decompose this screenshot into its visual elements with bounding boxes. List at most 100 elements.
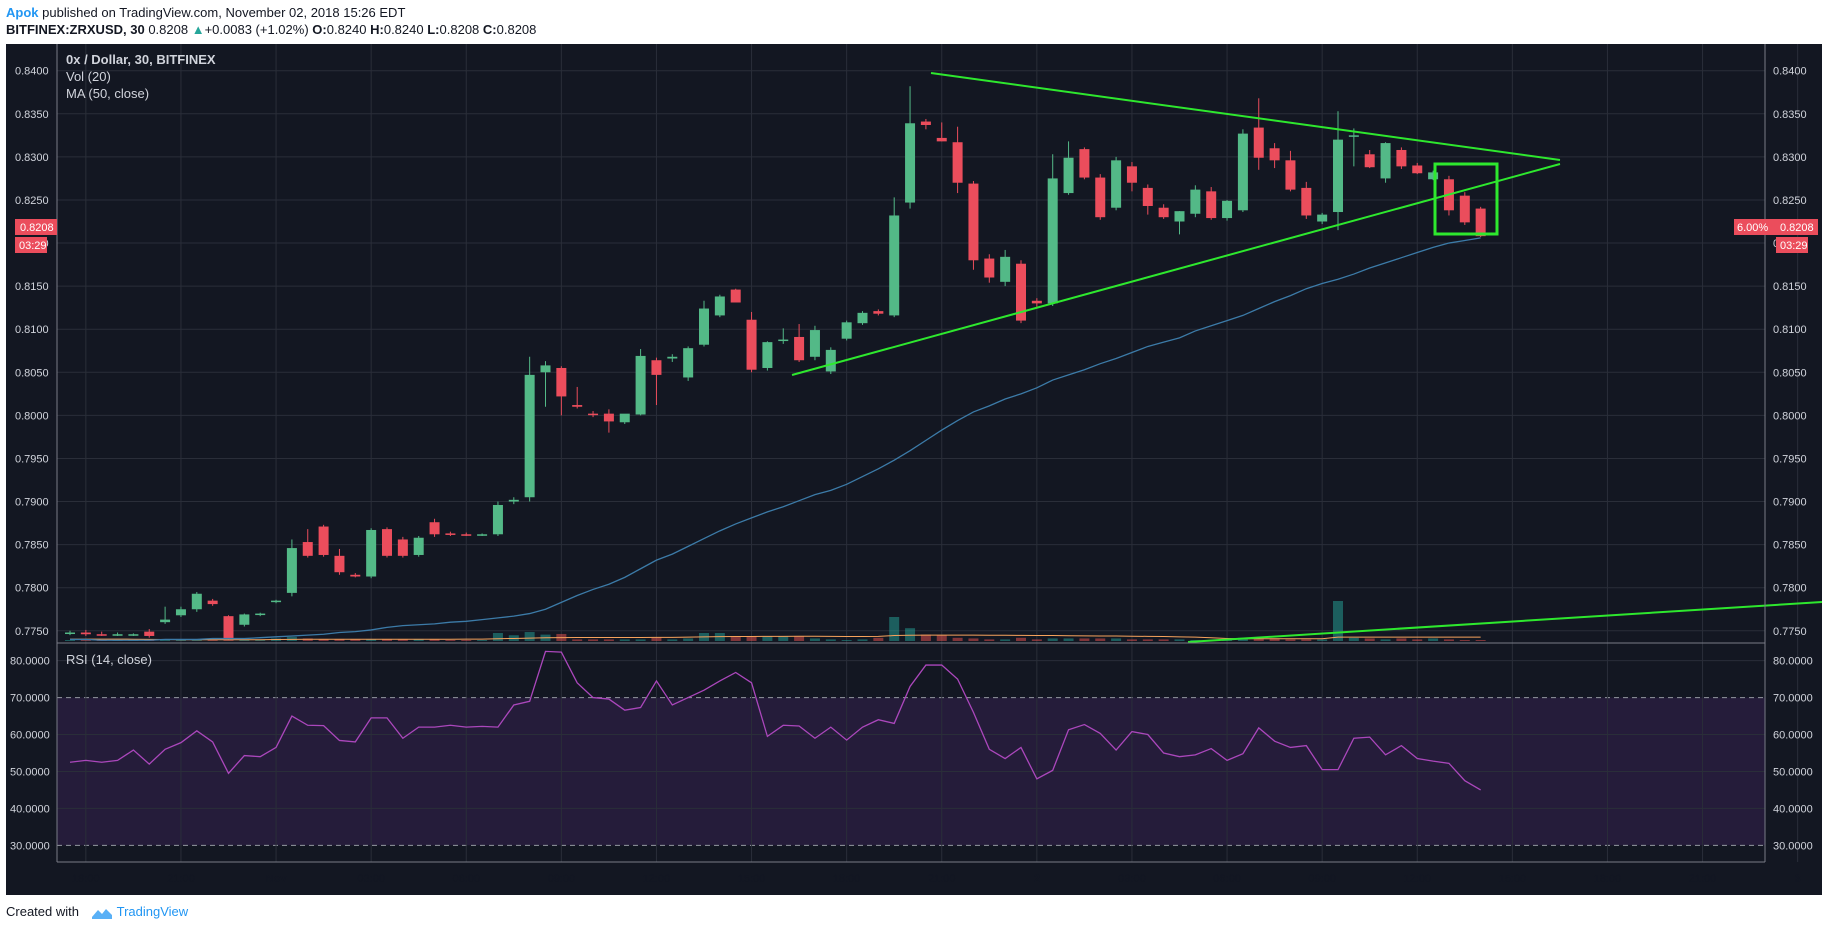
candle-body[interactable] bbox=[477, 534, 488, 536]
candle-body[interactable] bbox=[223, 616, 234, 639]
candle-body[interactable] bbox=[350, 574, 361, 577]
candle-body[interactable] bbox=[413, 537, 424, 555]
candle-body[interactable] bbox=[144, 631, 155, 636]
candle-body[interactable] bbox=[699, 308, 709, 345]
candle-body[interactable] bbox=[1333, 139, 1343, 213]
candle-body[interactable] bbox=[1222, 200, 1233, 219]
candle-body[interactable] bbox=[255, 613, 266, 616]
candle-body[interactable] bbox=[778, 339, 789, 342]
candle-body[interactable] bbox=[492, 504, 503, 535]
candle-body[interactable] bbox=[1301, 187, 1312, 216]
candle-body[interactable] bbox=[1396, 149, 1407, 167]
candle-body[interactable] bbox=[286, 548, 297, 593]
candle-body[interactable] bbox=[952, 142, 963, 183]
candle-body[interactable] bbox=[920, 121, 931, 125]
candle-body[interactable] bbox=[1237, 133, 1248, 211]
candle-body[interactable] bbox=[809, 330, 820, 357]
tradingview-link[interactable]: TradingView bbox=[116, 904, 189, 919]
candle-body[interactable] bbox=[588, 413, 599, 416]
candle-body[interactable] bbox=[1285, 160, 1296, 190]
candle-body[interactable] bbox=[1079, 149, 1090, 178]
candle-body[interactable] bbox=[1063, 157, 1074, 194]
candle-body[interactable] bbox=[651, 360, 662, 375]
candle-body[interactable] bbox=[65, 632, 75, 635]
candle-body[interactable] bbox=[1428, 172, 1439, 180]
candle-body[interactable] bbox=[524, 374, 535, 498]
candle-body[interactable] bbox=[730, 289, 741, 303]
candle-body[interactable] bbox=[366, 529, 377, 577]
candle-body[interactable] bbox=[667, 356, 678, 359]
candle-body[interactable] bbox=[1095, 177, 1106, 218]
trendline-upper[interactable] bbox=[930, 72, 1561, 161]
candle-body[interactable] bbox=[1475, 208, 1486, 237]
candle-body[interactable] bbox=[382, 529, 392, 556]
volume-bar bbox=[1111, 638, 1122, 641]
candle-body[interactable] bbox=[762, 342, 773, 368]
candle-body[interactable] bbox=[429, 522, 440, 535]
highlight-box[interactable] bbox=[1433, 162, 1499, 236]
candle-body[interactable] bbox=[968, 183, 979, 261]
candle-body[interactable] bbox=[175, 609, 186, 616]
candle-body[interactable] bbox=[1031, 300, 1042, 304]
candle-body[interactable] bbox=[619, 413, 630, 423]
candle-body[interactable] bbox=[1348, 135, 1359, 137]
candle-body[interactable] bbox=[746, 319, 757, 370]
candle-body[interactable] bbox=[1126, 166, 1137, 183]
candle-body[interactable] bbox=[857, 312, 868, 324]
candle-body[interactable] bbox=[160, 619, 171, 623]
candle-body[interactable] bbox=[80, 632, 91, 635]
candle-body[interactable] bbox=[1016, 263, 1026, 321]
candle-body[interactable] bbox=[508, 499, 519, 502]
candle-body[interactable] bbox=[96, 634, 107, 636]
candle-body[interactable] bbox=[112, 634, 123, 636]
candle-body[interactable] bbox=[1174, 211, 1185, 222]
candle-body[interactable] bbox=[1269, 148, 1280, 161]
candle-body[interactable] bbox=[873, 311, 884, 314]
candle-body[interactable] bbox=[1459, 195, 1470, 223]
candle-body[interactable] bbox=[603, 413, 614, 422]
candle-body[interactable] bbox=[1364, 154, 1375, 168]
candle-body[interactable] bbox=[794, 336, 805, 361]
candle-body[interactable] bbox=[572, 405, 583, 407]
candle-body[interactable] bbox=[1206, 191, 1217, 219]
candle-body[interactable] bbox=[984, 258, 995, 278]
author-link[interactable]: Apok bbox=[6, 5, 39, 20]
candle-body[interactable] bbox=[905, 123, 916, 203]
candle-body[interactable] bbox=[936, 137, 947, 142]
candle-body[interactable] bbox=[207, 600, 218, 605]
candle-body[interactable] bbox=[302, 542, 313, 556]
candle-body[interactable] bbox=[825, 349, 836, 372]
candle-body[interactable] bbox=[1142, 187, 1153, 206]
candle-body[interactable] bbox=[1190, 189, 1201, 214]
candle-body[interactable] bbox=[841, 322, 852, 339]
candle-body[interactable] bbox=[889, 215, 900, 316]
rsi-tick-label-left: 70.0000 bbox=[10, 693, 50, 705]
candle-body[interactable] bbox=[271, 600, 282, 603]
candle-body[interactable] bbox=[1047, 178, 1058, 304]
candle-body[interactable] bbox=[461, 534, 472, 536]
candle-body[interactable] bbox=[397, 539, 408, 556]
volume-bar bbox=[445, 640, 456, 641]
candle-body[interactable] bbox=[556, 367, 567, 397]
candle-body[interactable] bbox=[540, 365, 551, 373]
price-chart[interactable]: 0.8400 0.8400 0.8350 0.8350 0.8300 0.8300 0.82… bbox=[0, 44, 1828, 896]
candle-body[interactable] bbox=[1380, 143, 1391, 179]
trendline-volume[interactable] bbox=[1187, 601, 1823, 643]
candle-body[interactable] bbox=[1000, 256, 1011, 282]
candle-body[interactable] bbox=[334, 555, 345, 573]
candle-body[interactable] bbox=[128, 634, 139, 636]
candle-body[interactable] bbox=[1412, 165, 1423, 174]
candle-body[interactable] bbox=[239, 614, 250, 625]
candle-body[interactable] bbox=[714, 296, 725, 316]
candle-body[interactable] bbox=[1158, 207, 1169, 218]
candle-body[interactable] bbox=[318, 526, 329, 555]
candle-body[interactable] bbox=[1253, 127, 1264, 158]
candle-body[interactable] bbox=[683, 348, 694, 378]
trendline-lower[interactable] bbox=[791, 163, 1561, 376]
candle-body[interactable] bbox=[191, 593, 202, 610]
candle-body[interactable] bbox=[635, 355, 646, 415]
candle-body[interactable] bbox=[1317, 214, 1328, 222]
candle-body[interactable] bbox=[1111, 160, 1122, 208]
candle-body[interactable] bbox=[445, 533, 456, 535]
volume-bar bbox=[1475, 640, 1486, 641]
